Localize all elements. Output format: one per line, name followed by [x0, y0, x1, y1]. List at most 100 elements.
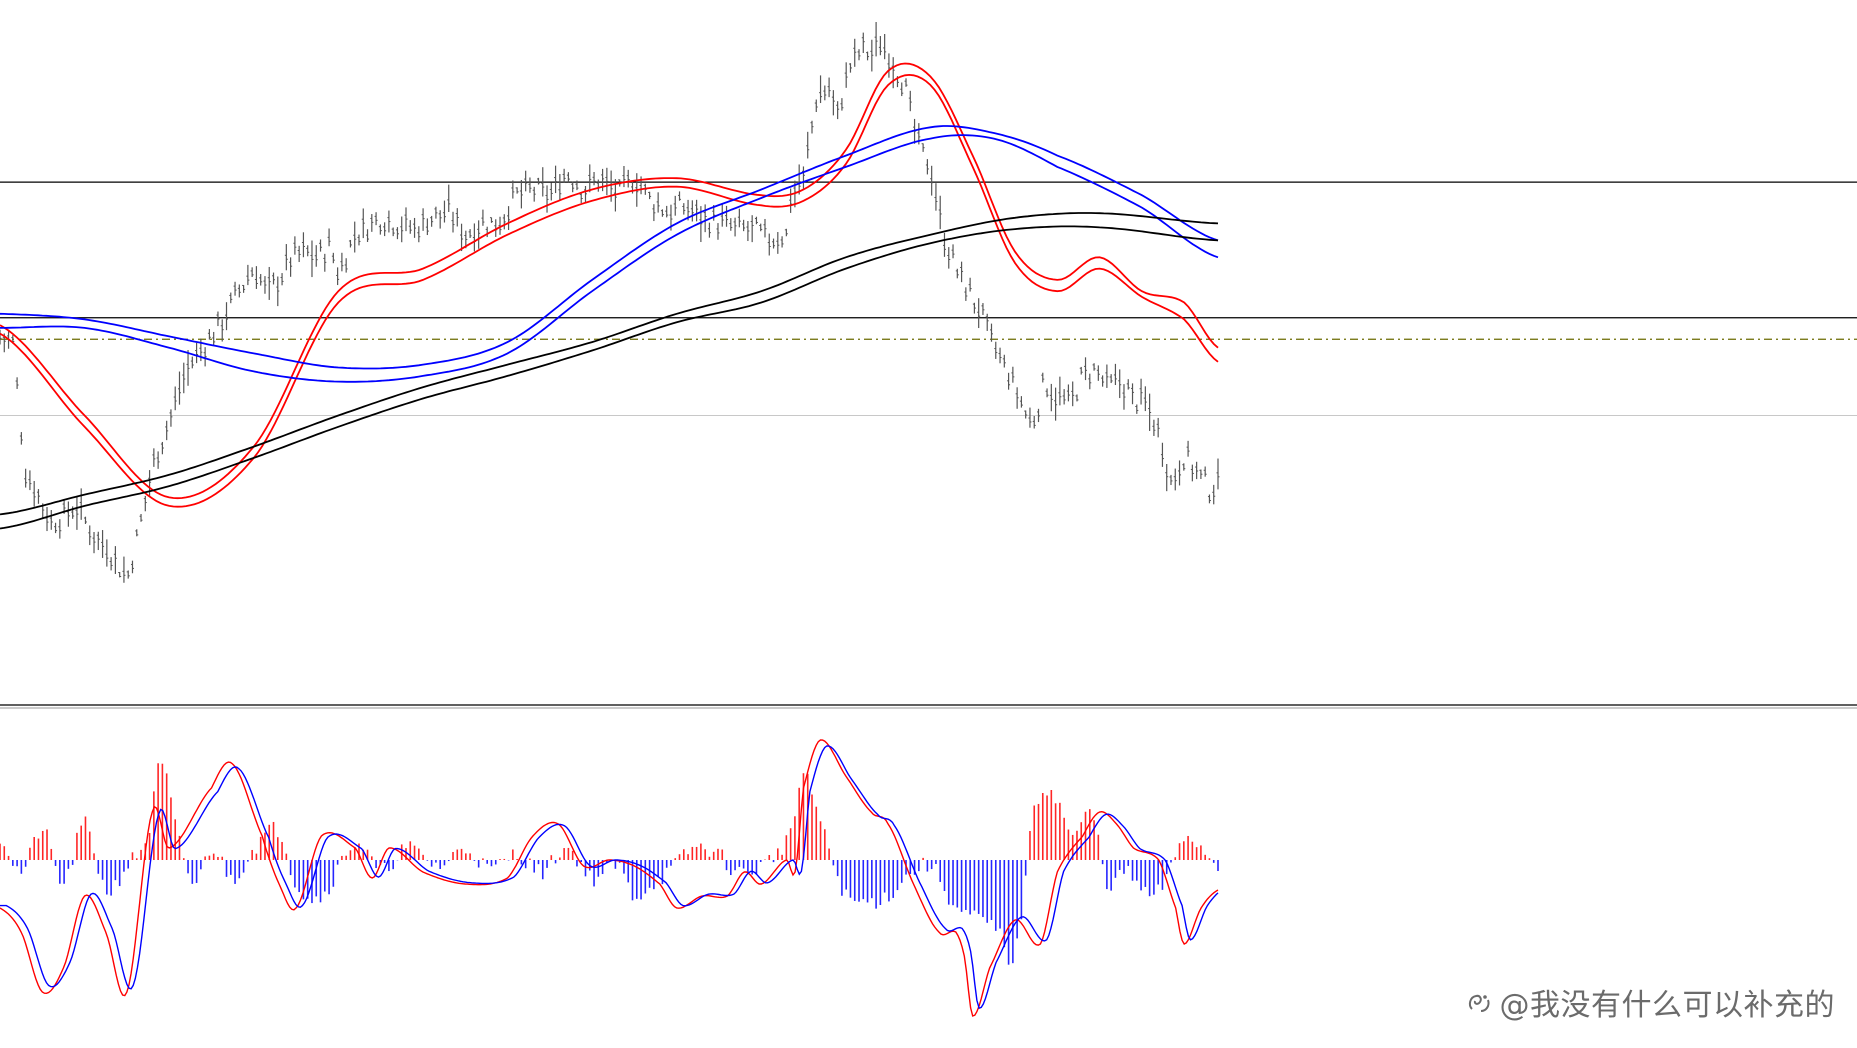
price-bar	[451, 211, 455, 233]
price-bar	[831, 90, 835, 116]
price-bar	[1015, 387, 1019, 409]
price-bar	[588, 164, 592, 193]
price-bar	[1028, 407, 1032, 428]
price-bar	[806, 131, 810, 159]
price-bar	[801, 166, 805, 189]
price-bar	[1160, 442, 1164, 467]
price-bar	[1024, 410, 1028, 419]
price-bar	[498, 216, 502, 235]
watermark: @我没有什么可以补充的	[1464, 980, 1836, 1024]
price-bar	[1058, 376, 1062, 406]
price-bar	[960, 261, 964, 283]
price-bar	[930, 165, 934, 196]
price-bar	[964, 287, 968, 301]
price-bar	[284, 244, 288, 271]
price-bar	[827, 77, 831, 98]
price-bar	[361, 208, 365, 239]
price-bar	[413, 217, 417, 238]
price-bar	[24, 468, 28, 488]
price-bar	[579, 193, 583, 203]
price-bar	[1216, 458, 1220, 490]
price-bar	[293, 236, 297, 255]
price-bar	[177, 371, 181, 405]
price-bar	[1122, 384, 1126, 410]
price-bar	[554, 165, 558, 194]
price-bar	[233, 281, 237, 296]
price-bar	[797, 164, 801, 195]
price-bar	[1190, 464, 1194, 482]
price-bar	[88, 525, 92, 546]
price-bar	[921, 143, 925, 152]
price-bar	[263, 276, 267, 294]
price-bar	[1084, 357, 1088, 381]
price-bar	[1173, 468, 1177, 491]
price-bar	[169, 409, 173, 427]
ma-line-fast-1	[0, 62, 1219, 500]
price-bar	[733, 217, 737, 237]
price-bar	[366, 229, 370, 242]
price-bar	[703, 204, 707, 233]
price-bar	[1032, 415, 1036, 429]
price-bar	[357, 234, 361, 246]
price-panel	[0, 22, 1857, 583]
price-bar	[767, 233, 771, 256]
price-bar	[682, 203, 686, 215]
price-bar	[1113, 363, 1117, 386]
price-bar	[430, 215, 434, 227]
price-bar	[460, 223, 464, 252]
price-bar	[242, 284, 246, 293]
price-bar	[532, 186, 536, 202]
price-bar	[1071, 381, 1075, 407]
price-bar	[267, 266, 271, 300]
price-bar	[925, 159, 929, 175]
price-bar	[289, 257, 293, 277]
price-bar	[49, 510, 53, 530]
price-bar	[378, 224, 382, 235]
price-bar	[489, 217, 493, 223]
price-bar	[340, 252, 344, 272]
price-bar	[83, 516, 87, 524]
price-bar	[135, 529, 139, 537]
price-bar	[118, 571, 122, 578]
price-bar	[344, 258, 348, 273]
price-bar	[126, 570, 130, 579]
price-bar	[306, 245, 310, 257]
price-bar	[442, 200, 446, 223]
price-bar	[575, 180, 579, 191]
price-bar	[541, 167, 545, 197]
price-bar	[421, 208, 425, 231]
price-bar	[592, 172, 596, 186]
price-bar	[395, 227, 399, 240]
price-bar	[216, 311, 220, 327]
price-bar	[15, 377, 19, 389]
price-bar	[729, 218, 733, 231]
osc-main-line	[0, 745, 1219, 1010]
price-bar	[195, 342, 199, 364]
price-bar	[759, 223, 763, 232]
price-bar	[331, 252, 335, 264]
price-bar	[276, 276, 280, 307]
price-bar	[1148, 393, 1152, 431]
price-bar	[678, 191, 682, 201]
price-bar	[105, 539, 109, 567]
price-bar	[665, 205, 669, 218]
price-bar	[1118, 369, 1122, 399]
price-bar	[220, 319, 224, 342]
price-bar	[772, 238, 776, 249]
price-bar	[1041, 372, 1045, 383]
price-bar	[1007, 372, 1011, 390]
price-bar	[143, 495, 147, 512]
price-bar	[866, 51, 870, 61]
price-bar	[319, 239, 323, 252]
price-bar	[139, 513, 143, 522]
price-bar	[327, 228, 331, 247]
price-bar	[447, 184, 451, 212]
price-bar	[66, 501, 70, 527]
osc-signal-line	[0, 739, 1219, 1017]
price-bar	[562, 168, 566, 183]
price-bar	[942, 232, 946, 257]
price-bar	[36, 489, 40, 504]
price-bar	[1062, 389, 1066, 405]
price-bar	[425, 218, 429, 236]
